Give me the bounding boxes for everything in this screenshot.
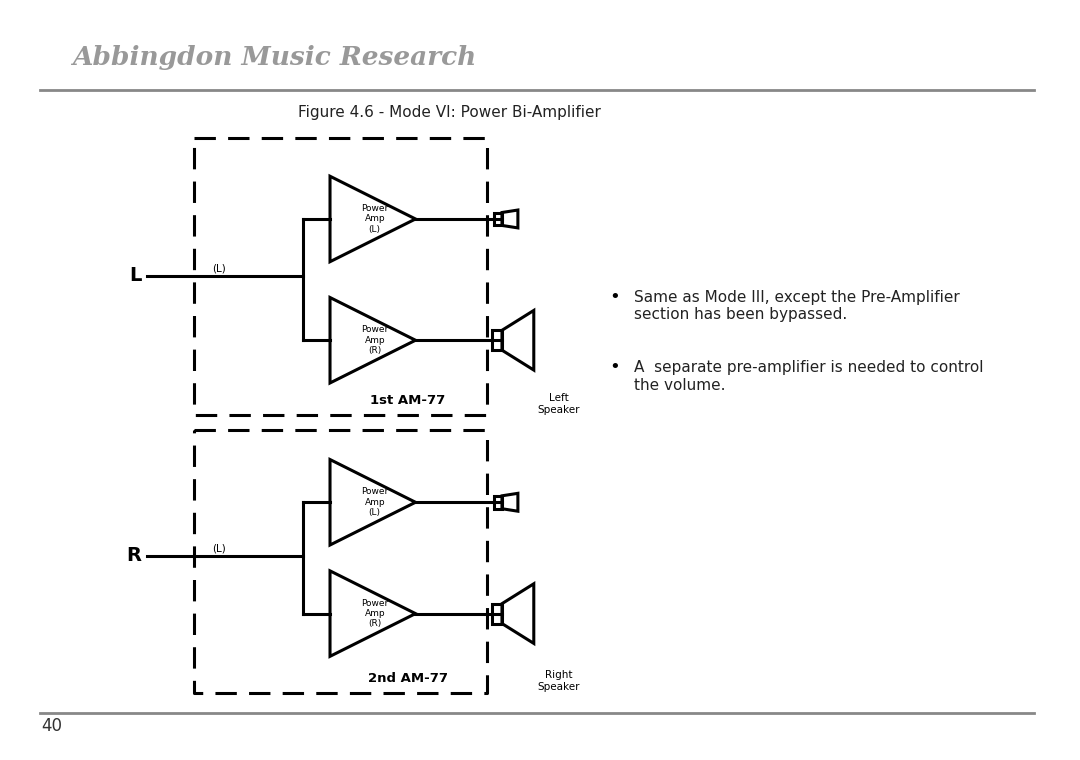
Text: •: •	[609, 358, 620, 376]
Text: Same as Mode III, except the Pre-Amplifier
section has been bypassed.: Same as Mode III, except the Pre-Amplifi…	[634, 290, 960, 322]
Text: (L): (L)	[212, 544, 226, 554]
Bar	[494, 213, 502, 226]
Text: •: •	[609, 287, 620, 306]
Text: Figure 4.6 - Mode VI: Power Bi-Amplifier: Figure 4.6 - Mode VI: Power Bi-Amplifier	[298, 105, 602, 119]
Text: Abbingdon Music Research: Abbingdon Music Research	[71, 45, 476, 70]
Text: Power
Amp
(R): Power Amp (R)	[361, 325, 389, 355]
Text: (L): (L)	[212, 264, 226, 274]
Text: Power
Amp
(L): Power Amp (L)	[361, 487, 389, 517]
Text: R: R	[126, 546, 141, 565]
Text: Power
Amp
(L): Power Amp (L)	[361, 204, 389, 234]
Bar	[494, 496, 502, 508]
Text: 40: 40	[42, 717, 63, 735]
Text: Left
Speaker: Left Speaker	[538, 393, 580, 414]
Text: A  separate pre-amplifier is needed to control
the volume.: A separate pre-amplifier is needed to co…	[634, 360, 984, 392]
Text: Right
Speaker: Right Speaker	[538, 670, 580, 692]
Bar	[492, 331, 502, 350]
Text: L: L	[129, 266, 141, 285]
Bar	[492, 603, 502, 623]
Text: 2nd AM-77: 2nd AM-77	[367, 672, 447, 686]
Text: Power
Amp
(R): Power Amp (R)	[361, 599, 389, 629]
Text: 1st AM-77: 1st AM-77	[370, 394, 445, 407]
